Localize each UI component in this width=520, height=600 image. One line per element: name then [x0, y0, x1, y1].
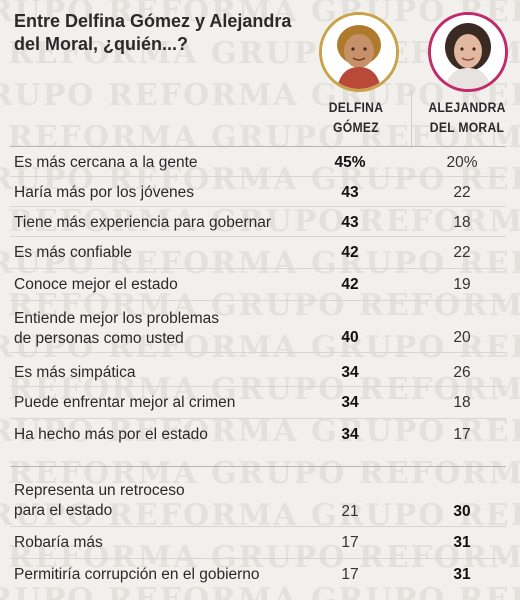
- candidate-name-delfina: DELFINA GÓMEZ: [307, 98, 406, 138]
- row-label: Es más simpática: [14, 363, 135, 382]
- table-row: Puede enfrentar mejor al crimen 34 18: [0, 386, 520, 418]
- row-label-line: Es más simpática: [14, 364, 136, 381]
- row-label-line: Ha hecho más por el estado: [14, 426, 208, 443]
- value-delfina: 17: [341, 534, 359, 551]
- table-row: Entiende mejor los problemas de personas …: [0, 304, 520, 352]
- value-delfina: 34: [341, 364, 359, 381]
- row-divider: [10, 558, 506, 559]
- value-alejandra: 30: [453, 503, 471, 520]
- value-alejandra: 31: [453, 566, 471, 583]
- header-divider: [10, 146, 506, 147]
- value-delfina: 17: [341, 566, 359, 583]
- delfina-avatar: [319, 12, 399, 92]
- value-alejandra: 26: [453, 364, 471, 381]
- row-label: Robaría más: [14, 533, 103, 552]
- chart-title: Entre Delfina Gómez y Alejandra del Mora…: [14, 11, 292, 54]
- candidate-name-alejandra: ALEJANDRA DEL MORAL: [418, 98, 517, 138]
- candidate-name-line: DELFINA: [328, 100, 384, 115]
- table-row: Conoce mejor el estado 42 19: [0, 268, 520, 300]
- value-alejandra: 22: [453, 184, 471, 201]
- row-divider: [10, 206, 506, 207]
- row-label: Es más confiable: [14, 243, 132, 262]
- value-alejandra: 18: [453, 214, 471, 231]
- value-delfina: 42: [341, 276, 359, 293]
- value-delfina: 43: [341, 214, 359, 231]
- table-row: Permitiría corrupción en el gobierno 17 31: [0, 558, 520, 592]
- woman-portrait-icon: [431, 15, 505, 89]
- value-delfina: 34: [341, 394, 359, 411]
- value-alejandra: 20%: [446, 154, 478, 171]
- table-row: Ha hecho más por el estado 34 17: [0, 418, 520, 450]
- row-label: Tiene más experiencia para gobernar: [14, 213, 271, 232]
- row-divider: [10, 466, 506, 467]
- row-label-line: Puede enfrentar mejor al crimen: [14, 394, 236, 411]
- table-row: Tiene más experiencia para gobernar 43 18: [0, 206, 520, 236]
- candidate-name-line: DEL MORAL: [429, 120, 505, 135]
- row-label: Puede enfrentar mejor al crimen: [14, 393, 235, 412]
- row-label-line: Permitiría corrupción en el gobierno: [14, 566, 260, 583]
- candidate-name-line: GÓMEZ: [333, 120, 379, 135]
- row-divider: [10, 268, 506, 269]
- value-alejandra: 19: [453, 276, 471, 293]
- value-alejandra: 20: [453, 329, 471, 346]
- row-label: Permitiría corrupción en el gobierno: [14, 565, 260, 584]
- row-label-line: Tiene más experiencia para gobernar: [14, 214, 272, 231]
- row-label-line: Entiende mejor los problemas: [14, 310, 220, 327]
- table-row: Es más simpática 34 26: [0, 356, 520, 386]
- value-delfina: 43: [341, 184, 359, 201]
- row-label: Es más cercana a la gente: [14, 153, 198, 172]
- row-divider: [10, 300, 506, 301]
- table-row: Representa un retroceso para el estado 21 3…: [0, 476, 520, 526]
- value-alejandra: 31: [453, 534, 471, 551]
- row-label-line: Es más cercana a la gente: [14, 154, 198, 171]
- table-row: Es más confiable 42 22: [0, 236, 520, 268]
- value-delfina: 21: [341, 503, 359, 520]
- row-label-line: Representa un retroceso: [14, 482, 185, 499]
- row-label: Conoce mejor el estado: [14, 275, 178, 294]
- row-label-line: para el estado: [14, 502, 113, 519]
- value-alejandra: 18: [453, 394, 471, 411]
- value-delfina: 45%: [334, 154, 366, 171]
- row-divider: [10, 386, 506, 387]
- row-label: Entiende mejor los problemas de personas …: [14, 309, 219, 349]
- row-label-line: Robaría más: [14, 534, 103, 551]
- table-row: Es más cercana a la gente 45% 20%: [0, 146, 520, 176]
- row-label-line: Haría más por los jóvenes: [14, 184, 195, 201]
- row-label: Representa un retroceso para el estado: [14, 481, 185, 521]
- candidate-name-line: ALEJANDRA: [428, 100, 506, 115]
- value-delfina: 42: [341, 244, 359, 261]
- value-delfina: 34: [341, 426, 359, 443]
- row-label-line: Es más confiable: [14, 244, 133, 261]
- row-divider: [10, 176, 506, 177]
- row-divider: [10, 236, 506, 237]
- row-label: Haría más por los jóvenes: [14, 183, 194, 202]
- row-label: Ha hecho más por el estado: [14, 425, 208, 444]
- column-divider: [411, 90, 412, 148]
- value-alejandra: 17: [453, 426, 471, 443]
- value-alejandra: 22: [453, 244, 471, 261]
- row-label-line: de personas como usted: [14, 330, 184, 347]
- row-label-line: Conoce mejor el estado: [14, 276, 178, 293]
- alejandra-avatar: [428, 12, 508, 92]
- header: Entre Delfina Gómez y Alejandra del Mora…: [0, 0, 520, 150]
- table-row: Haría más por los jóvenes 43 22: [0, 176, 520, 206]
- row-divider: [10, 418, 506, 419]
- value-delfina: 40: [341, 329, 359, 346]
- row-divider: [10, 526, 506, 527]
- table-row: Robaría más 17 31: [0, 526, 520, 558]
- row-divider: [10, 352, 506, 353]
- woman-portrait-icon: [322, 15, 396, 89]
